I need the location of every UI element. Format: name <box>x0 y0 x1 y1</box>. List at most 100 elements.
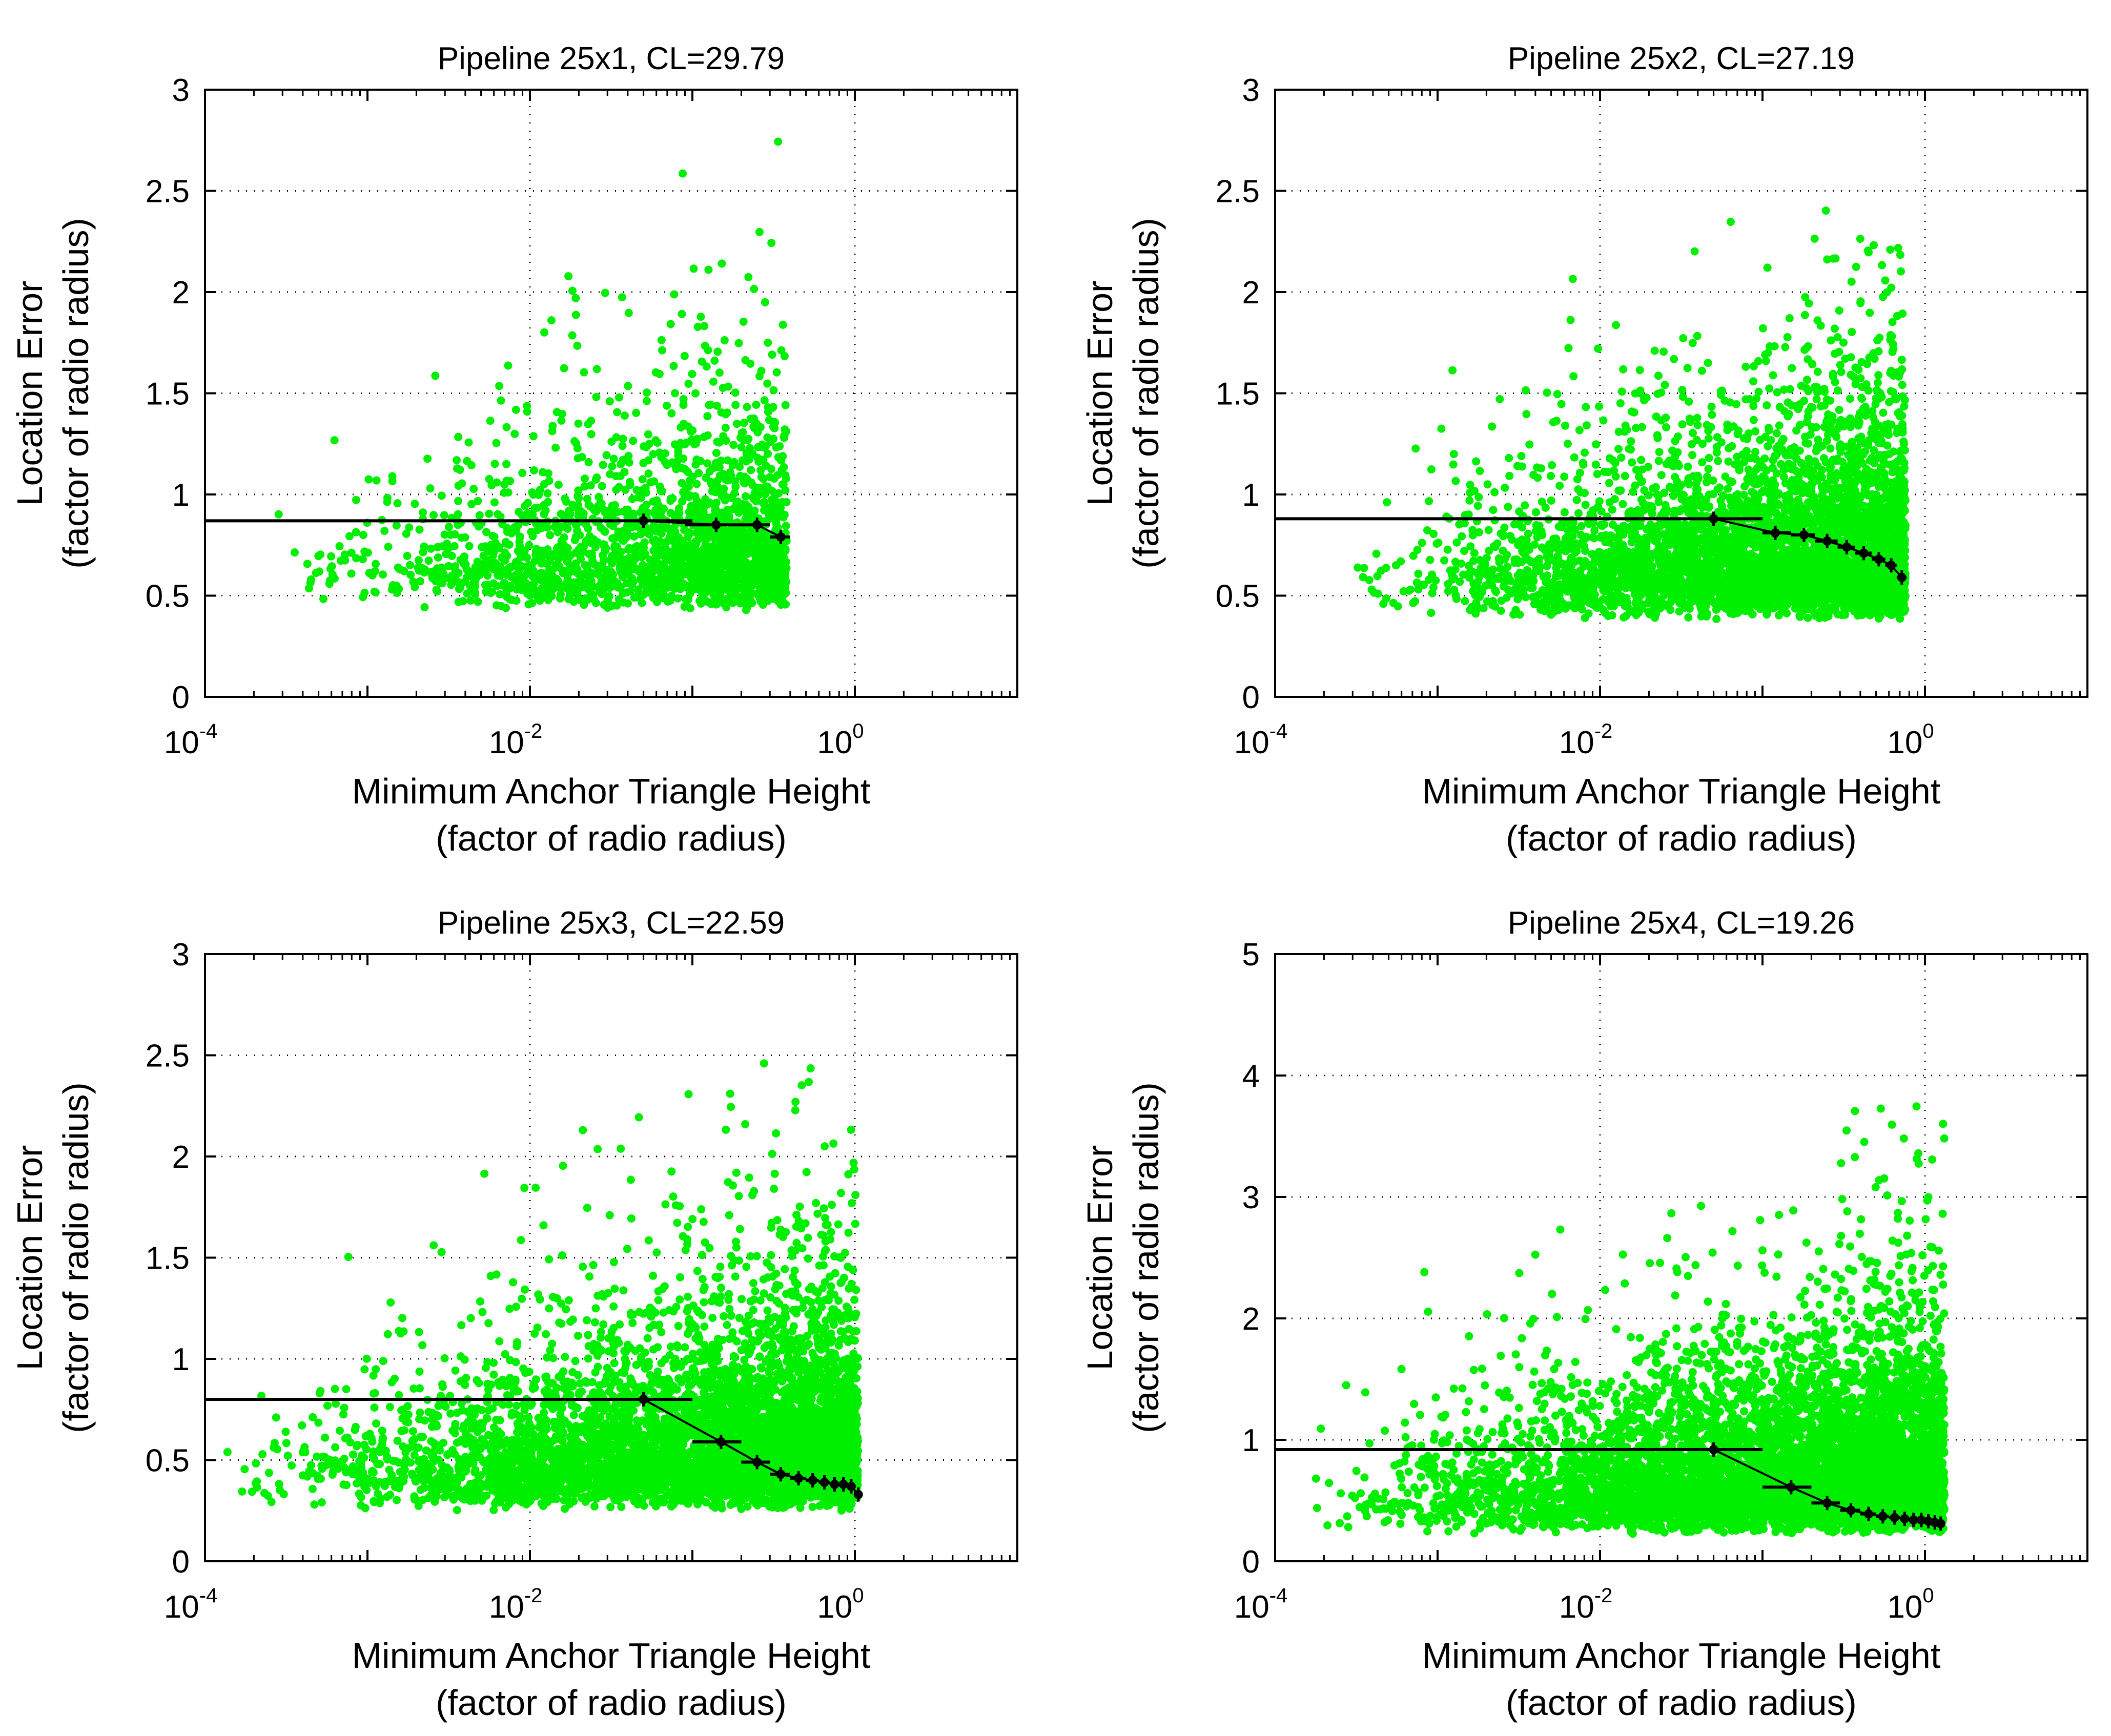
scatter-point <box>754 443 763 451</box>
scatter-point <box>1662 423 1670 431</box>
scatter-point <box>1568 275 1577 283</box>
scatter-point <box>738 562 747 571</box>
y-tick-label: 0.5 <box>146 579 190 614</box>
scatter-point <box>1637 495 1646 504</box>
scatter-point <box>1610 556 1619 565</box>
scatter-point <box>706 551 715 559</box>
scatter-point <box>557 509 565 518</box>
scatter-point <box>778 452 787 461</box>
scatter-point <box>488 588 496 596</box>
scatter-point <box>420 603 429 611</box>
scatter-point <box>651 436 660 445</box>
scatter-point <box>627 580 636 589</box>
scatter-point <box>714 485 723 493</box>
scatter-point <box>325 580 334 588</box>
scatter-point <box>762 537 770 546</box>
scatter-point <box>1424 575 1433 584</box>
scatter-point <box>667 549 676 557</box>
scatter-point <box>1683 364 1692 373</box>
scatter-point <box>1547 471 1555 480</box>
scatter-point <box>540 501 548 509</box>
scatter-point <box>580 482 589 491</box>
scatter-point <box>384 543 393 551</box>
scatter-point <box>710 593 719 602</box>
scatter-point <box>490 460 499 468</box>
scatter-point <box>759 485 767 493</box>
scatter-points <box>274 137 791 614</box>
scatter-point <box>746 415 755 423</box>
scatter-point <box>1822 395 1831 404</box>
scatter-point <box>700 595 709 604</box>
chart-title: Pipeline 25x1, CL=29.79 <box>438 41 785 76</box>
scatter-point <box>650 523 659 531</box>
scatter-point <box>492 439 501 447</box>
scatter-point <box>702 362 711 371</box>
scatter-point <box>1599 416 1608 425</box>
scatter-point <box>741 539 750 547</box>
scatter-point <box>545 477 554 485</box>
scatter-point <box>1518 462 1526 471</box>
scatter-point <box>461 561 469 570</box>
scatter-point <box>1726 218 1735 226</box>
scatter-point <box>424 556 433 565</box>
scatter-point <box>769 435 778 443</box>
scatter-point <box>414 556 423 565</box>
scatter-point <box>571 311 580 319</box>
scatter-point <box>712 600 721 609</box>
scatter-point <box>589 583 598 591</box>
scatter-point <box>1660 488 1669 497</box>
scatter-point <box>471 582 480 591</box>
scatter-point <box>703 431 712 440</box>
mean-marker <box>639 516 648 526</box>
scatter-point <box>518 511 526 520</box>
scatter-point <box>1521 501 1529 510</box>
scatter-point <box>1553 390 1562 399</box>
scatter-point <box>643 397 651 405</box>
scatter-point <box>463 589 472 598</box>
scatter-point <box>722 603 731 612</box>
scatter-point <box>1461 597 1469 606</box>
scatter-point <box>641 484 650 492</box>
scatter-point <box>777 567 786 575</box>
scatter-point <box>437 491 446 500</box>
scatter-point <box>640 442 648 451</box>
scatter-point <box>1669 491 1678 500</box>
scatter-point <box>736 471 745 480</box>
scatter-point <box>364 475 373 484</box>
scatter-point <box>778 320 787 329</box>
scatter-point <box>600 527 609 535</box>
scatter-point <box>1879 408 1888 417</box>
scatter-point <box>728 598 737 607</box>
scatter-point <box>704 499 713 507</box>
scatter-point <box>1662 414 1670 422</box>
scatter-point <box>534 503 542 512</box>
scatter-point <box>546 531 555 540</box>
scatter-point <box>1495 395 1504 403</box>
scatter-point <box>747 478 755 487</box>
scatter-point <box>666 509 675 518</box>
scatter-point <box>703 529 712 538</box>
scatter-point <box>665 571 673 580</box>
scatter-point <box>539 468 547 477</box>
scatter-point <box>1505 453 1513 462</box>
scatter-point <box>1688 451 1697 460</box>
scatter-point <box>608 559 617 567</box>
scatter-point <box>517 586 526 594</box>
scatter-point <box>1650 346 1659 355</box>
scatter-point <box>754 536 763 545</box>
scatter-point <box>611 501 619 509</box>
scatter-point <box>736 594 744 603</box>
scatter-point <box>548 427 557 436</box>
scatter-point <box>767 465 775 473</box>
scatter-point <box>1547 496 1555 505</box>
scatter-point <box>489 551 498 560</box>
scatter-point <box>755 228 764 236</box>
scatter-point <box>712 499 721 507</box>
scatter-point <box>1582 403 1590 411</box>
scatter-point <box>372 476 381 485</box>
scatter-point <box>753 556 762 565</box>
scatter-point <box>488 532 497 540</box>
scatter-point <box>1762 401 1771 410</box>
scatter-point <box>602 570 611 578</box>
